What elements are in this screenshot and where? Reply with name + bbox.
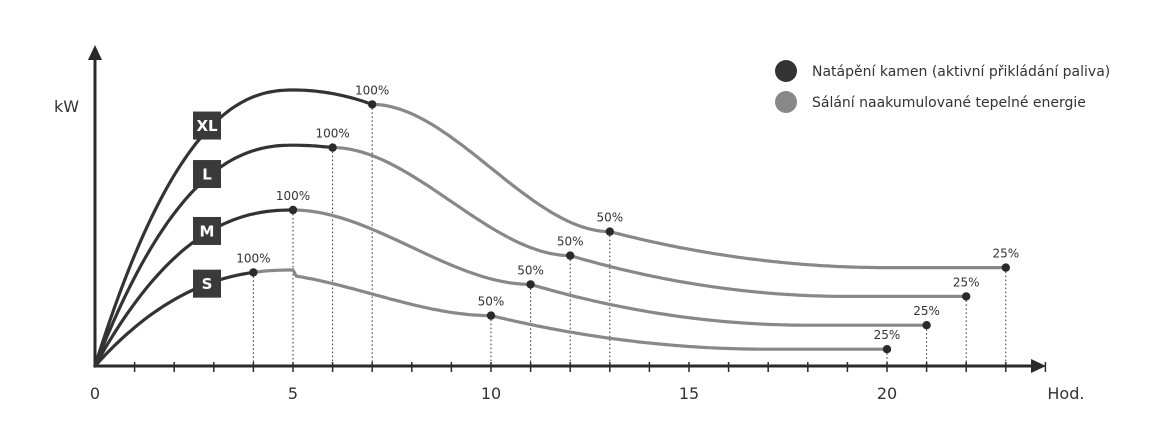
series-badge-s [193, 269, 221, 298]
series-badge-label: L [202, 166, 212, 184]
data-point [486, 311, 496, 320]
data-label: 50% [596, 211, 623, 225]
x-tick-label: 0 [90, 384, 100, 403]
data-point [962, 292, 971, 301]
data-point [605, 227, 614, 236]
series-line-accumulated-m [291, 208, 929, 327]
legend-label: Natápění kamen (aktivní přikládání paliv… [812, 64, 1110, 80]
data-label: 25% [874, 328, 901, 342]
series-badge-m [193, 216, 221, 245]
series-badge-label: S [202, 275, 213, 293]
data-point [526, 280, 535, 289]
data-label: 100% [276, 189, 310, 203]
data-label: 25% [913, 304, 940, 318]
series-badge-l [193, 160, 221, 189]
y-axis-label: kW [54, 97, 79, 116]
x-tick-label: 5 [288, 384, 298, 403]
legend-marker [775, 60, 797, 82]
data-label: 25% [992, 247, 1019, 261]
guide-lines [252, 104, 1007, 364]
y-axis-arrow [88, 45, 102, 60]
data-label: 50% [517, 263, 544, 277]
data-point [368, 100, 377, 109]
data-point [249, 268, 258, 277]
data-point [328, 143, 337, 152]
data-label: 100% [236, 251, 270, 265]
data-point [882, 345, 892, 354]
series-line-accumulated-xl [370, 102, 1008, 270]
series-line-accumulated-l [331, 146, 968, 298]
data-label: 100% [355, 83, 389, 97]
data-labels: 100% 50% 25% 100% 50% 25% 100% 50% 25% 100% 50% 25% [236, 83, 1019, 342]
series-badge-label: XL [196, 117, 218, 135]
legend: Natápění kamen (aktivní přikládání paliv… [775, 60, 1110, 113]
data-point [922, 321, 931, 330]
data-label: 100% [315, 127, 349, 141]
x-tick-label: 10 [481, 384, 501, 403]
data-label: 25% [953, 275, 980, 289]
x-tick-label: 20 [877, 384, 897, 403]
x-axis-label: Hod. [1047, 384, 1084, 403]
series-badges: XL L M S [193, 111, 221, 298]
series-badge-label: M [200, 222, 215, 240]
data-label: 50% [557, 235, 584, 249]
data-label: 50% [478, 295, 505, 309]
curves [93, 88, 1008, 368]
series-line-active-xl [93, 88, 374, 368]
data-point [1001, 263, 1010, 272]
data-points [249, 100, 1010, 354]
x-tick-label: 15 [679, 384, 699, 403]
series-line-active-s [93, 270, 255, 368]
x-axis-arrow [1031, 359, 1046, 373]
data-point [566, 251, 575, 260]
series-badge-xl [193, 111, 221, 140]
series-line-accumulated-s [251, 268, 889, 351]
data-point [288, 205, 298, 215]
legend-label: Sálání naakumulované tepelné energie [812, 95, 1086, 111]
axes: 0 5 10 15 20 Hod. kW [54, 45, 1084, 403]
legend-marker [775, 91, 797, 113]
